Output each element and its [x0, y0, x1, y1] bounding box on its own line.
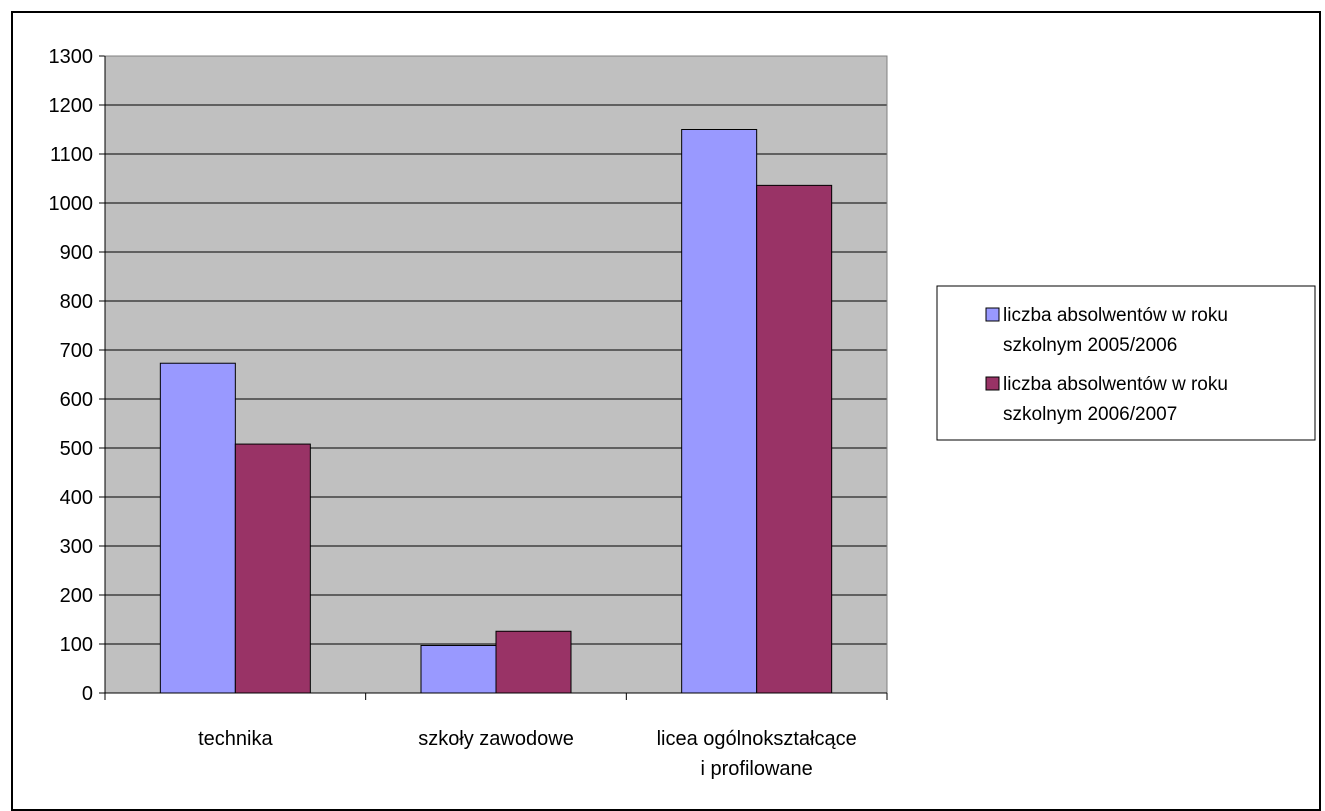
bar [421, 645, 496, 693]
y-tick-label: 0 [82, 683, 93, 705]
bar-chart: 0 100 200 300 400 500 600 700 800 900 1000 1100 1200… [0, 0, 1325, 788]
x-category-label: licea ogólnokształcące [657, 728, 857, 750]
y-tick-label: 1100 [50, 144, 93, 166]
y-tick-label: 100 [60, 634, 93, 656]
x-category-label: i profilowane [701, 758, 813, 780]
y-tick-label: 800 [60, 291, 93, 313]
legend-label: liczba absolwentów w roku [1003, 374, 1228, 395]
legend-label: liczba absolwentów w roku [1003, 305, 1228, 326]
y-tick-label: 500 [60, 438, 93, 460]
x-category-label: technika [198, 728, 273, 750]
bar [757, 185, 832, 693]
bar [160, 363, 235, 693]
y-tick-label: 400 [60, 487, 93, 509]
x-category-label: szkoły zawodowe [418, 728, 574, 750]
y-tick-label: 1300 [49, 46, 94, 68]
y-tick-label: 300 [60, 536, 93, 558]
y-tick-label: 900 [60, 242, 93, 264]
y-tick-label: 1200 [49, 95, 94, 117]
y-tick-label: 200 [60, 585, 93, 607]
y-tick-label: 700 [60, 340, 93, 362]
legend-label: szkolnym 2006/2007 [1003, 404, 1177, 425]
bar [682, 130, 757, 694]
y-tick-label: 1000 [49, 193, 94, 215]
y-tick-label: 600 [60, 389, 93, 411]
legend-label: szkolnym 2005/2006 [1003, 335, 1177, 356]
legend-swatch [986, 377, 999, 390]
bar [496, 631, 571, 693]
bar [235, 444, 310, 693]
legend-swatch [986, 308, 999, 321]
